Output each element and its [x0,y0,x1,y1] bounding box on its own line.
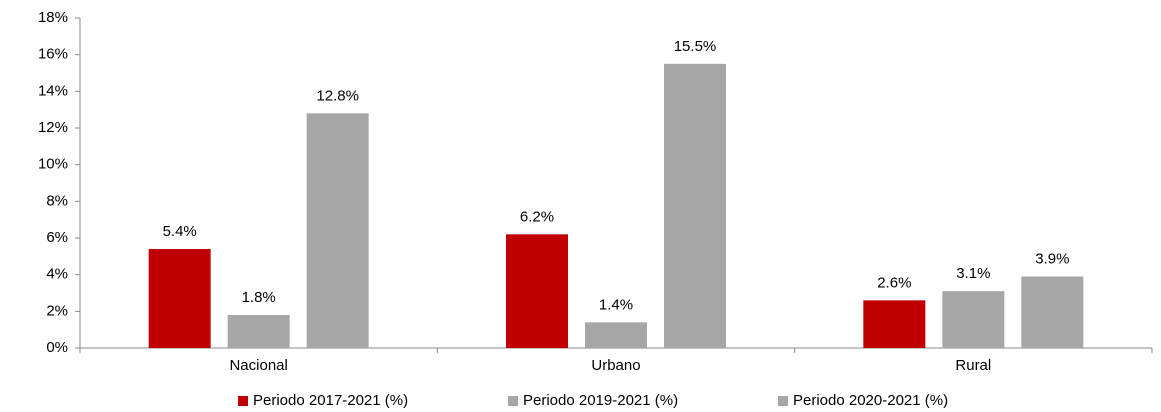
legend-swatch [508,396,518,406]
y-tick-label: 14% [38,82,68,99]
data-label: 15.5% [674,38,717,55]
x-tick-label: Nacional [229,357,287,374]
legend-label: Periodo 2019-2021 (%) [523,392,678,409]
x-tick-label: Rural [955,357,991,374]
y-tick-label: 8% [46,192,68,209]
y-tick-label: 18% [38,9,68,26]
data-label: 2.6% [877,274,911,291]
data-label: 5.4% [163,223,197,240]
bar [942,291,1005,348]
bar [506,234,568,348]
y-tick-label: 6% [46,229,68,246]
data-label: 1.8% [242,289,276,306]
bar [148,249,211,348]
y-tick-label: 16% [38,46,68,63]
y-tick-label: 10% [38,156,68,173]
y-tick-label: 2% [46,302,68,319]
bar [664,63,726,348]
data-label: 12.8% [316,87,359,104]
bar [585,322,647,348]
x-tick-label: Urbano [591,357,640,374]
legend-label: Periodo 2020-2021 (%) [793,392,948,409]
bar [306,113,369,348]
y-tick-label: 0% [46,339,68,356]
bar [227,315,290,348]
bar [863,300,926,348]
legend-swatch [238,396,248,406]
data-label: 6.2% [520,208,554,225]
data-label: 3.9% [1035,250,1069,267]
y-tick-label: 12% [38,119,68,136]
y-tick-label: 4% [46,266,68,283]
data-label: 1.4% [599,296,633,313]
data-label: 3.1% [956,265,990,282]
legend-label: Periodo 2017-2021 (%) [253,392,408,409]
legend-swatch [778,396,788,406]
bar [1021,276,1084,348]
